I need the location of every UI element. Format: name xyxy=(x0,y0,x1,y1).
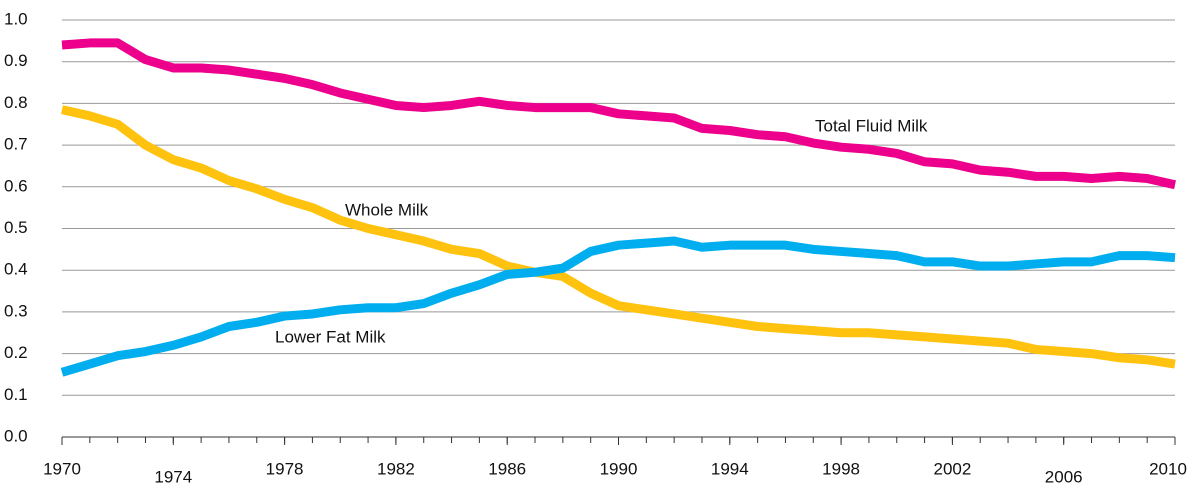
series-label: Total Fluid Milk xyxy=(815,116,928,135)
series-line xyxy=(61,38,1176,190)
y-tick-label: 0.0 xyxy=(4,426,28,445)
y-tick-label: 0.5 xyxy=(4,218,28,237)
x-tick-label: 1982 xyxy=(377,459,415,478)
x-tick-label: 2010 xyxy=(1149,459,1187,478)
y-tick-label: 0.1 xyxy=(4,385,28,404)
y-tick-label: 1.0 xyxy=(4,9,28,28)
series-line xyxy=(61,105,1176,369)
y-tick-label: 0.4 xyxy=(4,260,28,279)
x-tick-label: 1986 xyxy=(488,459,526,478)
y-tick-label: 0.8 xyxy=(4,93,28,112)
x-tick-label: 1990 xyxy=(600,459,638,478)
x-tick-label: 2006 xyxy=(1045,467,1083,484)
x-tick-label: 1994 xyxy=(711,459,749,478)
series-line xyxy=(60,236,1176,377)
x-tick-label: 1970 xyxy=(43,459,81,478)
x-tick-label: 1974 xyxy=(154,467,192,484)
x-tick-label: 1998 xyxy=(822,459,860,478)
series-label: Lower Fat Milk xyxy=(275,327,386,346)
y-tick-label: 0.9 xyxy=(4,51,28,70)
y-tick-label: 0.2 xyxy=(4,343,28,362)
x-tick-label: 1978 xyxy=(266,459,304,478)
series-label: Whole Milk xyxy=(345,200,429,219)
y-tick-label: 0.3 xyxy=(4,301,28,320)
x-tick-label: 2002 xyxy=(933,459,971,478)
y-tick-label: 0.7 xyxy=(4,135,28,154)
y-tick-label: 0.6 xyxy=(4,176,28,195)
